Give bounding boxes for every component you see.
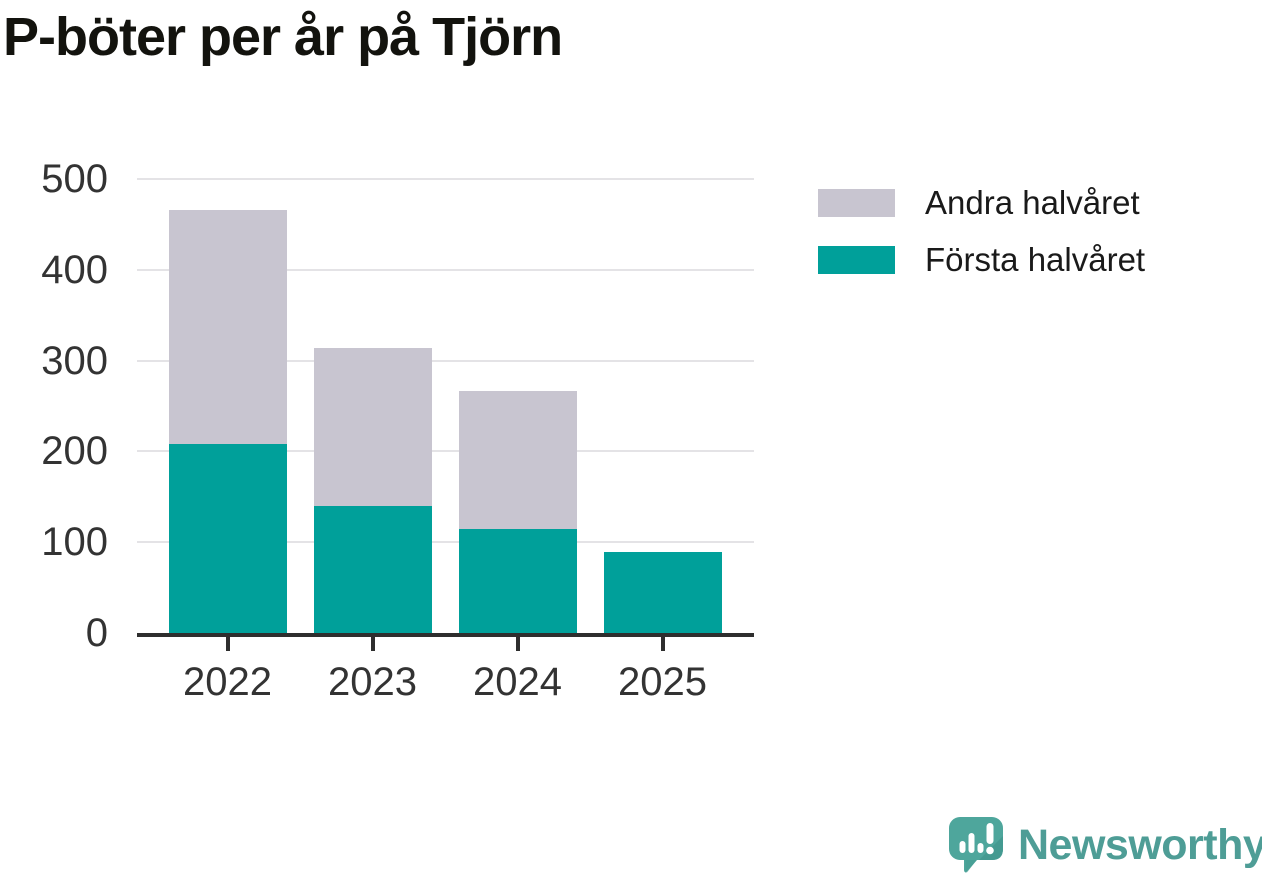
bar-2025-first-half [603,552,722,633]
gridline-400 [137,268,754,271]
x-axis-label-2023: 2023 [328,660,417,704]
legend-swatch [818,189,895,217]
legend: Andra halvåret Första halvåret [818,184,1145,303]
newsworthy-logo: Newsworthy [947,815,1262,876]
x-axis-tick [660,637,665,651]
legend-label: Andra halvåret [925,184,1140,221]
legend-item: Andra halvåret [818,184,1145,221]
chart-title: P-böter per år på Tjörn [3,7,563,67]
bar-2024-second-half [458,390,577,529]
gridline-500 [137,178,754,180]
x-axis-label-2022: 2022 [183,660,272,704]
gridline-200 [137,450,754,453]
bar-2024-first-half [458,528,577,633]
gridline-100 [137,541,754,544]
newsworthy-logo-text: Newsworthy [1018,821,1262,869]
x-axis-label-2025: 2025 [618,660,707,704]
x-axis-label-2024: 2024 [473,660,562,704]
gridline-300 [137,359,754,362]
x-axis-tick [370,637,375,651]
legend-item: Första halvåret [818,241,1145,278]
y-axis-tick-label: 100 [41,520,108,565]
bar-2022-second-half [168,209,287,445]
newsworthy-bar-chart-bubble-icon [949,817,1003,873]
y-axis-tick-label: 400 [41,247,108,292]
y-axis-tick-label: 300 [41,338,108,383]
legend-label: Första halvåret [925,241,1146,278]
bar-2023-second-half [313,347,432,506]
y-axis-tick-label: 200 [41,429,108,474]
bar-2022-first-half [168,444,287,633]
y-axis-tick-label: 0 [85,611,108,655]
x-axis-tick [225,637,230,651]
legend-swatch [818,246,895,274]
y-axis-tick-label: 500 [41,157,108,201]
x-axis-tick [515,637,520,651]
x-axis-line [137,633,754,637]
bar-2023-first-half [313,505,432,633]
